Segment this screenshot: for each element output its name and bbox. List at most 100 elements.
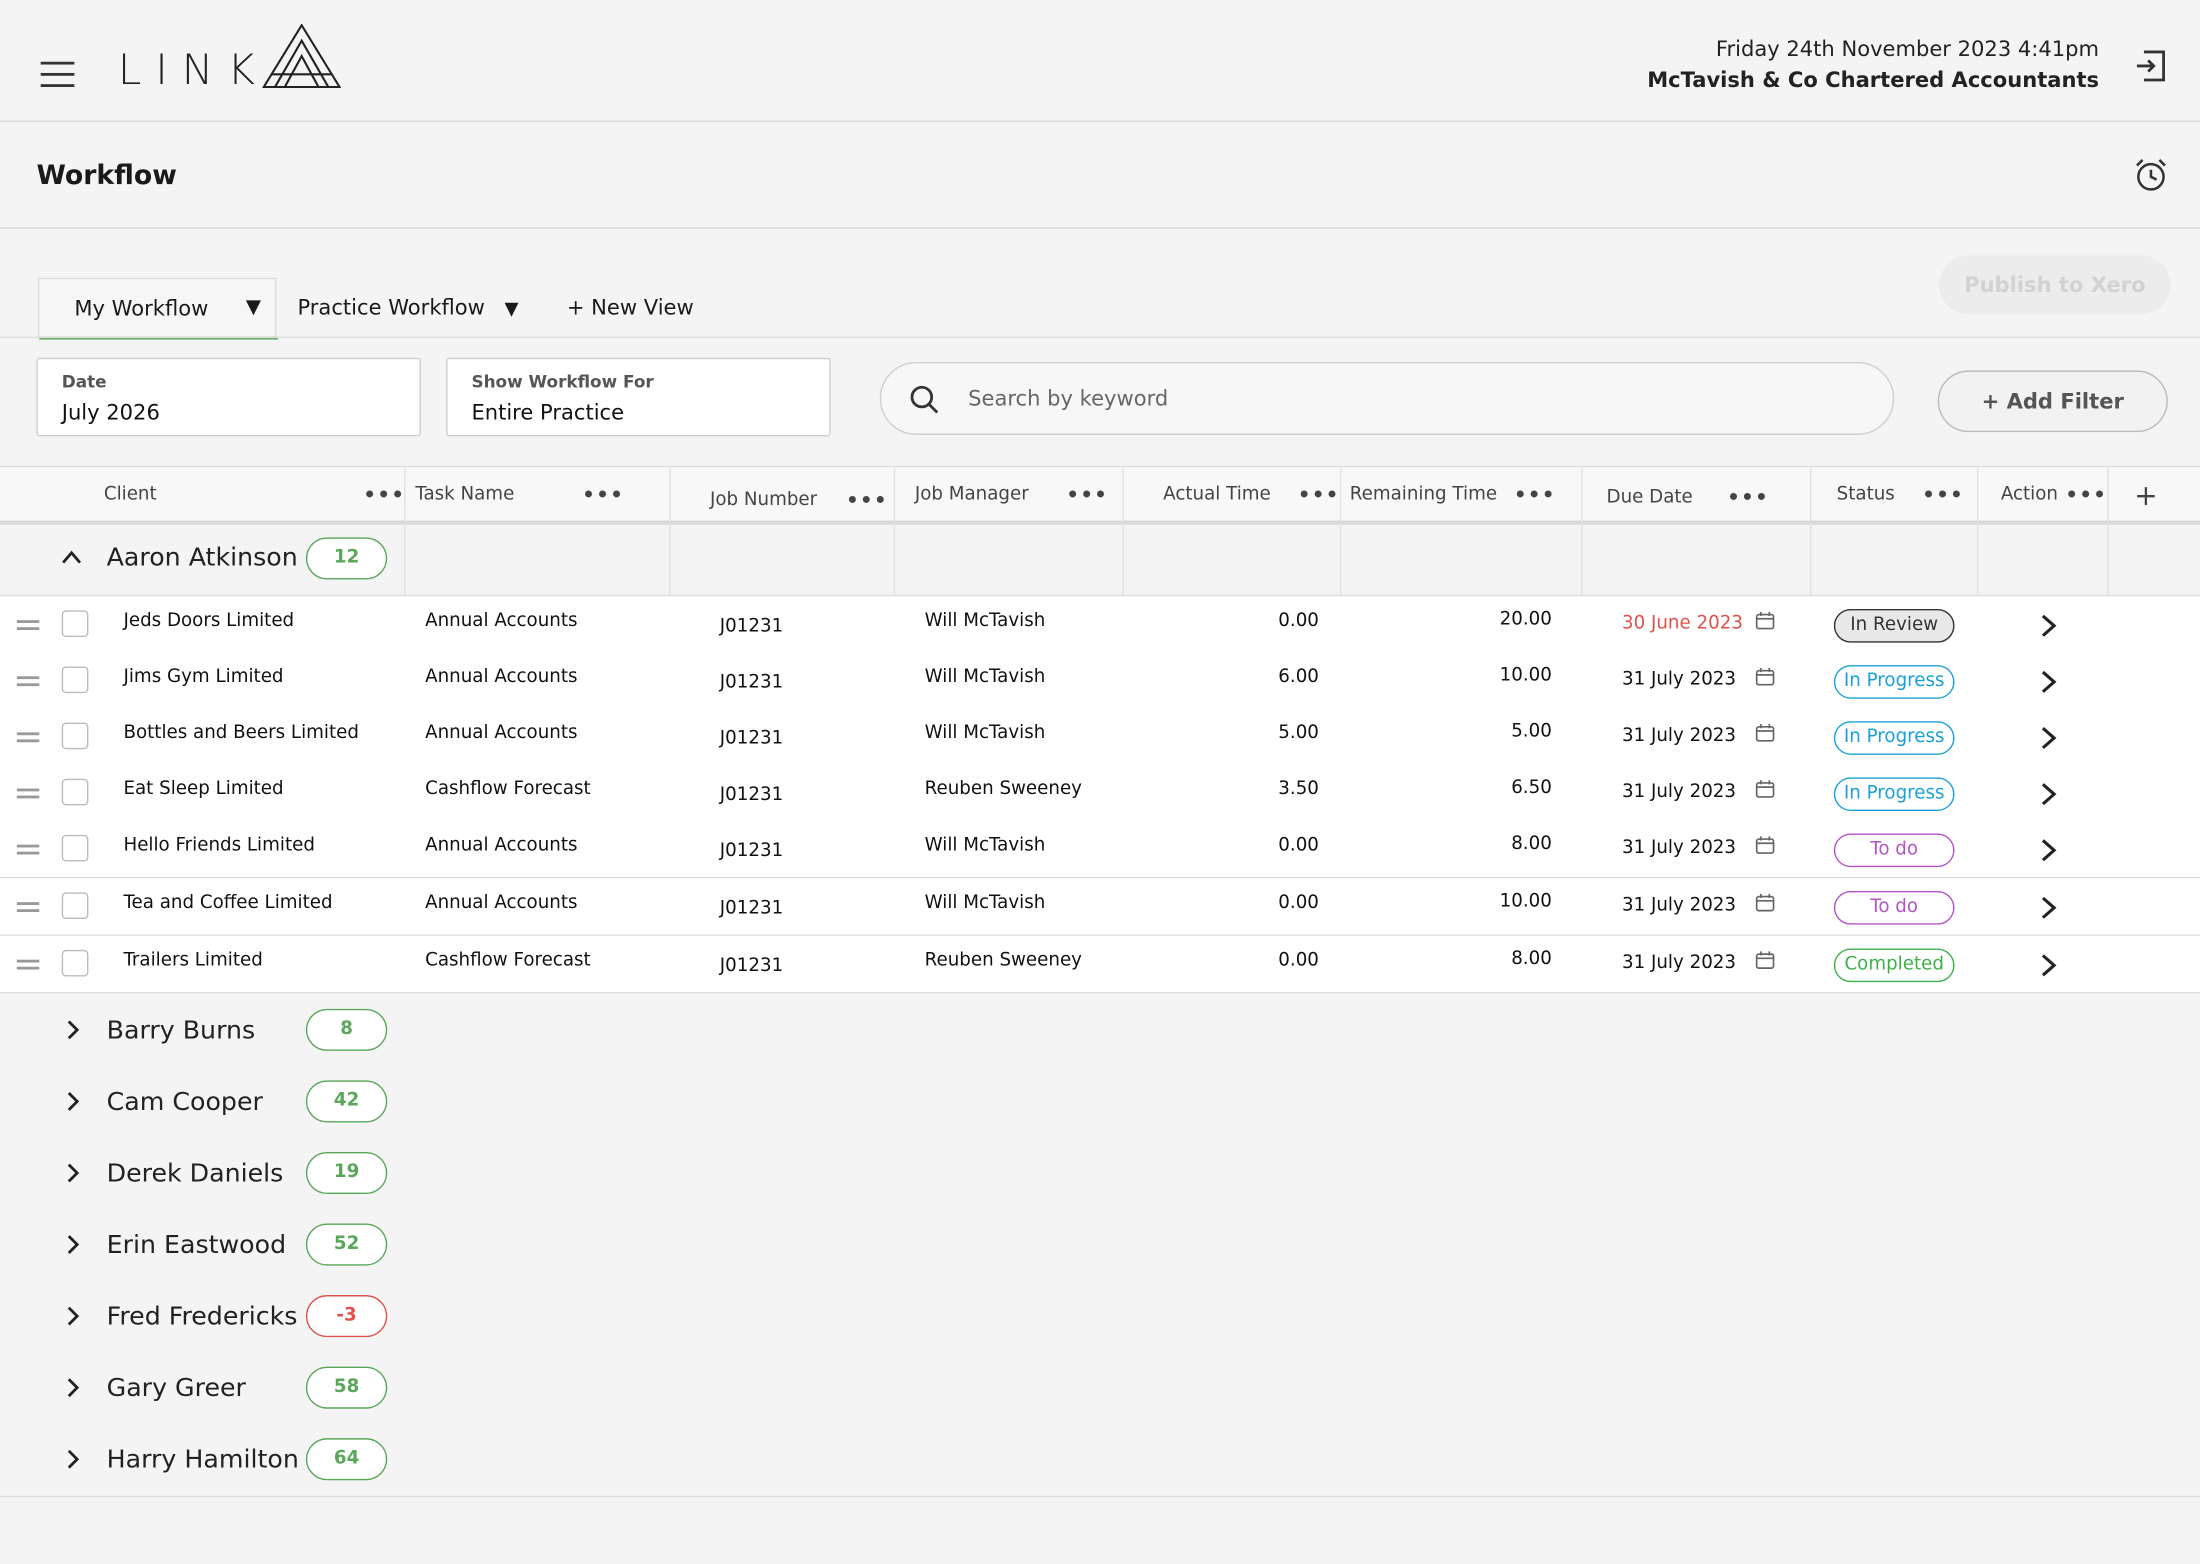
status-badge[interactable]: In Progress — [1833, 665, 1955, 699]
new-view-button[interactable]: + New View — [566, 294, 694, 320]
due-date[interactable]: 31 July 2023 — [1621, 725, 1737, 747]
col-client[interactable]: Client — [103, 484, 157, 506]
client-name[interactable]: Hello Friends Limited — [123, 834, 315, 856]
table-row[interactable]: Eat Sleep Limited Cashflow Forecast J012… — [0, 764, 2200, 823]
column-menu-icon[interactable]: ••• — [846, 489, 888, 513]
column-menu-icon[interactable]: ••• — [1297, 484, 1340, 507]
row-checkbox[interactable] — [61, 610, 89, 638]
alarm-clock-icon[interactable] — [2133, 157, 2169, 193]
col-due-date[interactable]: Due Date — [1606, 486, 1693, 508]
date-field[interactable]: Date July 2026 — [36, 357, 421, 437]
client-group[interactable]: Derek Daniels 19 — [0, 1137, 2200, 1211]
calendar-icon[interactable] — [1755, 723, 1775, 742]
due-date[interactable]: 31 July 2023 — [1621, 895, 1737, 917]
col-actual-time[interactable]: Actual Time — [1163, 484, 1271, 506]
due-date[interactable]: 31 July 2023 — [1621, 781, 1737, 803]
client-name[interactable]: Eat Sleep Limited — [123, 778, 284, 800]
column-menu-icon[interactable]: ••• — [363, 484, 406, 507]
show-workflow-for-field[interactable]: Show Workflow For Entire Practice — [446, 357, 831, 437]
column-menu-icon[interactable]: ••• — [1513, 484, 1556, 507]
drag-handle-icon[interactable] — [16, 676, 40, 687]
calendar-icon[interactable] — [1755, 780, 1775, 798]
col-remaining-time[interactable]: Remaining Time — [1349, 484, 1498, 506]
drag-handle-icon[interactable] — [16, 732, 40, 743]
search-input[interactable] — [965, 380, 1869, 417]
chevron-right-icon[interactable] — [66, 1306, 80, 1326]
chevron-right-icon[interactable] — [2039, 669, 2059, 694]
row-checkbox[interactable] — [61, 949, 89, 977]
row-checkbox[interactable] — [61, 778, 89, 806]
row-checkbox[interactable] — [61, 666, 89, 694]
chevron-up-icon[interactable] — [62, 543, 82, 570]
chevron-right-icon[interactable] — [2039, 838, 2059, 863]
chevron-right-icon[interactable] — [2039, 782, 2059, 807]
due-date[interactable]: 30 June 2023 — [1621, 613, 1743, 635]
col-status[interactable]: Status — [1836, 484, 1895, 506]
due-date[interactable]: 31 July 2023 — [1621, 952, 1737, 974]
calendar-icon[interactable] — [1755, 893, 1775, 912]
client-group[interactable]: Erin Eastwood 52 — [0, 1209, 2200, 1283]
chevron-right-icon[interactable] — [2039, 895, 2059, 920]
client-name[interactable]: Jeds Doors Limited — [123, 610, 295, 632]
col-job-manager[interactable]: Job Manager — [914, 484, 1029, 506]
col-task-name[interactable]: Task Name — [415, 484, 515, 506]
due-date[interactable]: 31 July 2023 — [1621, 669, 1737, 691]
table-row[interactable]: Trailers Limited Cashflow Forecast J0123… — [0, 935, 2200, 994]
column-menu-icon[interactable]: ••• — [1066, 484, 1109, 507]
client-name[interactable]: Jims Gym Limited — [123, 666, 284, 688]
client-group-expanded[interactable]: Aaron Atkinson 12 — [0, 523, 2200, 597]
column-menu-icon[interactable]: ••• — [1727, 486, 1770, 510]
tab-my-workflow[interactable]: My Workflow ▼ — [37, 277, 278, 340]
calendar-icon[interactable] — [1755, 836, 1775, 854]
chevron-right-icon[interactable] — [66, 1378, 80, 1398]
calendar-icon[interactable] — [1755, 667, 1775, 686]
tab-practice-workflow[interactable]: Practice Workflow ▼ — [297, 295, 518, 320]
row-checkbox[interactable] — [61, 722, 89, 750]
status-badge[interactable]: In Progress — [1833, 777, 1955, 811]
chevron-right-icon[interactable] — [2039, 613, 2059, 638]
add-column-icon[interactable]: + — [2134, 478, 2158, 513]
row-checkbox[interactable] — [61, 834, 89, 862]
chevron-right-icon[interactable] — [2039, 953, 2059, 978]
row-checkbox[interactable] — [61, 892, 89, 920]
logout-icon[interactable] — [2133, 46, 2172, 85]
client-name[interactable]: Trailers Limited — [123, 949, 263, 971]
chevron-right-icon[interactable] — [66, 1235, 80, 1255]
client-name[interactable]: Bottles and Beers Limited — [123, 722, 359, 744]
client-group[interactable]: Cam Cooper 42 — [0, 1066, 2200, 1140]
chevron-right-icon[interactable] — [2039, 725, 2059, 750]
table-row[interactable]: Jims Gym Limited Annual Accounts J01231 … — [0, 652, 2200, 710]
calendar-icon[interactable] — [1755, 611, 1775, 630]
table-row[interactable]: Tea and Coffee Limited Annual Accounts J… — [0, 878, 2200, 936]
drag-handle-icon[interactable] — [16, 844, 40, 855]
client-group[interactable]: Fred Fredericks -3 — [0, 1281, 2200, 1354]
status-badge[interactable]: Completed — [1833, 948, 1955, 983]
chevron-right-icon[interactable] — [66, 1449, 80, 1469]
calendar-icon[interactable] — [1755, 951, 1775, 969]
chevron-right-icon[interactable] — [66, 1163, 80, 1183]
drag-handle-icon[interactable] — [16, 902, 40, 913]
client-group[interactable]: Barry Burns 8 — [0, 994, 2200, 1068]
menu-icon[interactable] — [40, 61, 75, 87]
chevron-right-icon[interactable] — [66, 1092, 80, 1112]
table-row[interactable]: Bottles and Beers Limited Annual Account… — [0, 708, 2200, 767]
due-date[interactable]: 31 July 2023 — [1621, 837, 1737, 859]
status-badge[interactable]: To do — [1833, 833, 1955, 868]
client-name[interactable]: Tea and Coffee Limited — [123, 892, 333, 914]
column-menu-icon[interactable]: ••• — [2065, 484, 2108, 507]
col-job-number[interactable]: Job Number — [709, 489, 818, 511]
client-group[interactable]: Harry Hamilton 64 — [0, 1424, 2200, 1498]
publish-to-xero-button[interactable]: Publish to Xero — [1939, 255, 2171, 315]
col-action[interactable]: Action — [2000, 484, 2058, 506]
chevron-right-icon[interactable] — [66, 1020, 80, 1040]
table-row[interactable]: Jeds Doors Limited Annual Accounts J0123… — [0, 596, 2200, 654]
drag-handle-icon[interactable] — [16, 959, 40, 970]
status-badge[interactable]: In Review — [1833, 608, 1955, 643]
column-menu-icon[interactable]: ••• — [582, 484, 625, 507]
status-badge[interactable]: In Progress — [1833, 721, 1955, 755]
column-menu-icon[interactable]: ••• — [1922, 484, 1965, 507]
client-group[interactable]: Gary Greer 58 — [0, 1352, 2200, 1426]
status-badge[interactable]: To do — [1833, 890, 1955, 925]
table-row[interactable]: Hello Friends Limited Annual Accounts J0… — [0, 820, 2200, 879]
add-filter-button[interactable]: + Add Filter — [1937, 370, 2168, 433]
